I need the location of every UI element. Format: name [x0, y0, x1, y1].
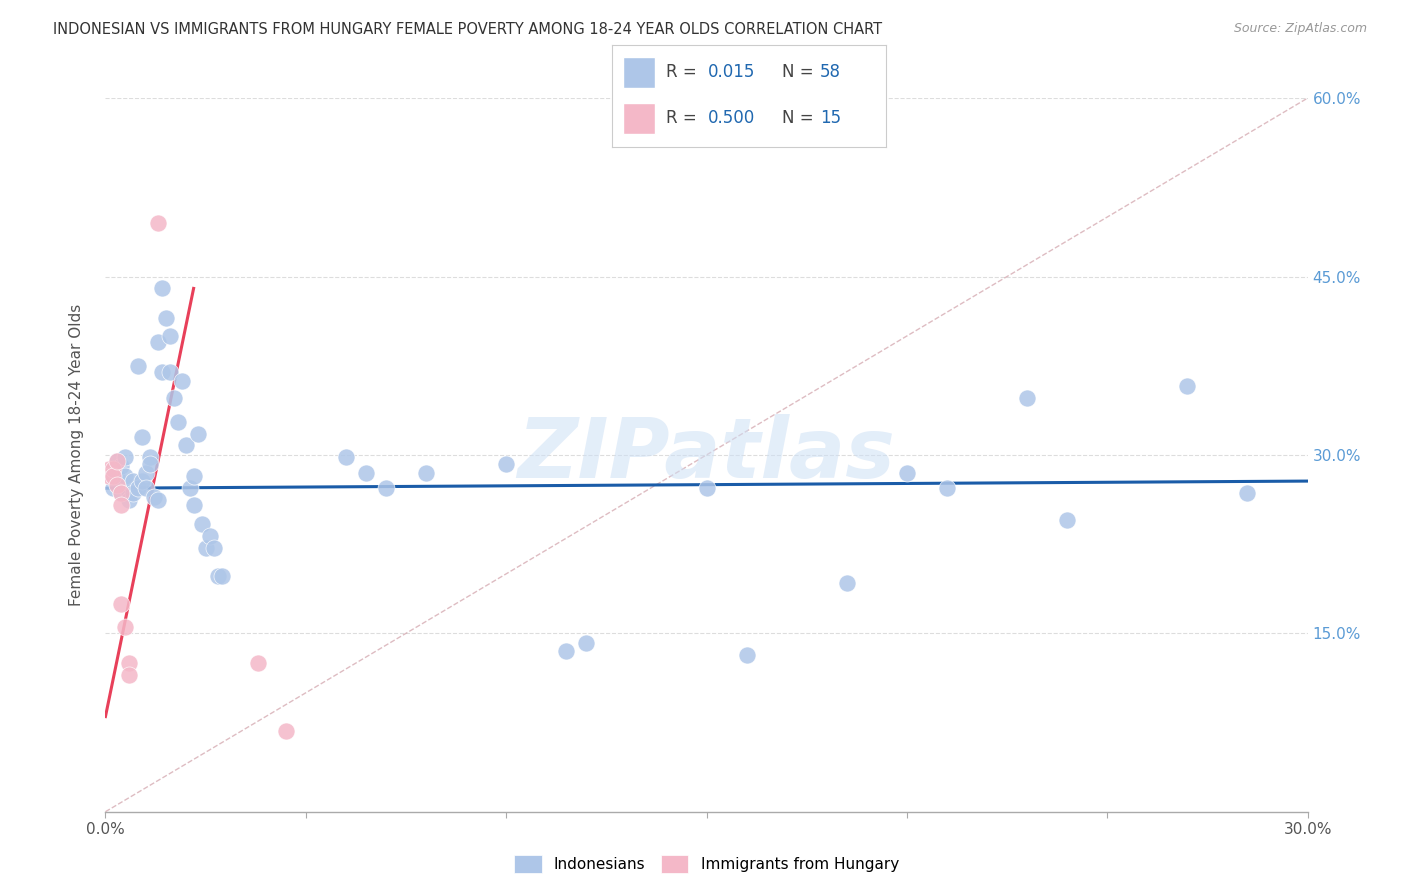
- Point: [103, 462, 125, 476]
- Text: R =: R =: [666, 63, 703, 81]
- Text: R =: R =: [666, 110, 703, 128]
- Y-axis label: Female Poverty Among 18-24 Year Olds: Female Poverty Among 18-24 Year Olds: [69, 304, 84, 606]
- Point: [118, 668, 141, 682]
- Point: [114, 450, 136, 465]
- Point: [138, 450, 160, 465]
- Text: N =: N =: [782, 63, 818, 81]
- Point: [1056, 513, 1078, 527]
- Point: [110, 597, 132, 611]
- Point: [118, 486, 141, 500]
- Point: [211, 569, 233, 583]
- Point: [142, 490, 165, 504]
- Text: Source: ZipAtlas.com: Source: ZipAtlas.com: [1233, 22, 1367, 36]
- FancyBboxPatch shape: [623, 57, 655, 87]
- Point: [1017, 391, 1039, 405]
- Point: [150, 365, 173, 379]
- Text: 58: 58: [820, 63, 841, 81]
- Point: [146, 334, 169, 349]
- Point: [98, 462, 121, 476]
- Point: [198, 529, 221, 543]
- Point: [131, 474, 153, 488]
- Point: [696, 481, 718, 495]
- Point: [122, 474, 145, 488]
- Text: N =: N =: [782, 110, 818, 128]
- Point: [110, 486, 132, 500]
- Point: [555, 644, 578, 658]
- Point: [202, 541, 225, 555]
- Point: [575, 636, 598, 650]
- Point: [166, 415, 188, 429]
- Point: [190, 516, 212, 531]
- Point: [107, 454, 129, 468]
- Point: [246, 656, 269, 670]
- Point: [127, 481, 149, 495]
- Point: [1236, 486, 1258, 500]
- Point: [896, 466, 918, 480]
- Point: [122, 486, 145, 500]
- Text: ZIPatlas: ZIPatlas: [517, 415, 896, 495]
- Text: 0.015: 0.015: [707, 63, 755, 81]
- Point: [103, 481, 125, 495]
- Point: [335, 450, 357, 465]
- Point: [127, 359, 149, 373]
- Point: [118, 656, 141, 670]
- Point: [936, 481, 959, 495]
- Point: [174, 438, 197, 452]
- Point: [835, 576, 858, 591]
- Point: [110, 498, 132, 512]
- Point: [155, 311, 177, 326]
- Point: [194, 541, 217, 555]
- Point: [179, 481, 201, 495]
- Point: [170, 374, 193, 388]
- Point: [138, 458, 160, 472]
- Point: [114, 469, 136, 483]
- FancyBboxPatch shape: [623, 103, 655, 134]
- Point: [274, 723, 297, 738]
- Point: [495, 458, 517, 472]
- Point: [162, 391, 184, 405]
- Point: [354, 466, 377, 480]
- Point: [207, 569, 229, 583]
- Point: [110, 486, 132, 500]
- Point: [159, 329, 181, 343]
- Text: INDONESIAN VS IMMIGRANTS FROM HUNGARY FEMALE POVERTY AMONG 18-24 YEAR OLDS CORRE: INDONESIAN VS IMMIGRANTS FROM HUNGARY FE…: [53, 22, 883, 37]
- Point: [415, 466, 437, 480]
- Text: 0.500: 0.500: [707, 110, 755, 128]
- Point: [98, 466, 121, 480]
- Legend: Indonesians, Immigrants from Hungary: Indonesians, Immigrants from Hungary: [508, 849, 905, 879]
- Point: [159, 365, 181, 379]
- Point: [183, 469, 205, 483]
- Point: [1177, 379, 1199, 393]
- Point: [146, 493, 169, 508]
- Point: [735, 648, 758, 662]
- Point: [98, 469, 121, 483]
- Point: [146, 216, 169, 230]
- Point: [374, 481, 398, 495]
- Point: [107, 469, 129, 483]
- Point: [107, 454, 129, 468]
- Point: [107, 477, 129, 491]
- Point: [131, 430, 153, 444]
- Point: [187, 426, 209, 441]
- Text: 15: 15: [820, 110, 841, 128]
- Point: [150, 281, 173, 295]
- Point: [114, 620, 136, 634]
- Point: [110, 458, 132, 473]
- Point: [103, 469, 125, 483]
- Point: [135, 481, 157, 495]
- Point: [135, 466, 157, 480]
- Point: [118, 493, 141, 508]
- Point: [183, 498, 205, 512]
